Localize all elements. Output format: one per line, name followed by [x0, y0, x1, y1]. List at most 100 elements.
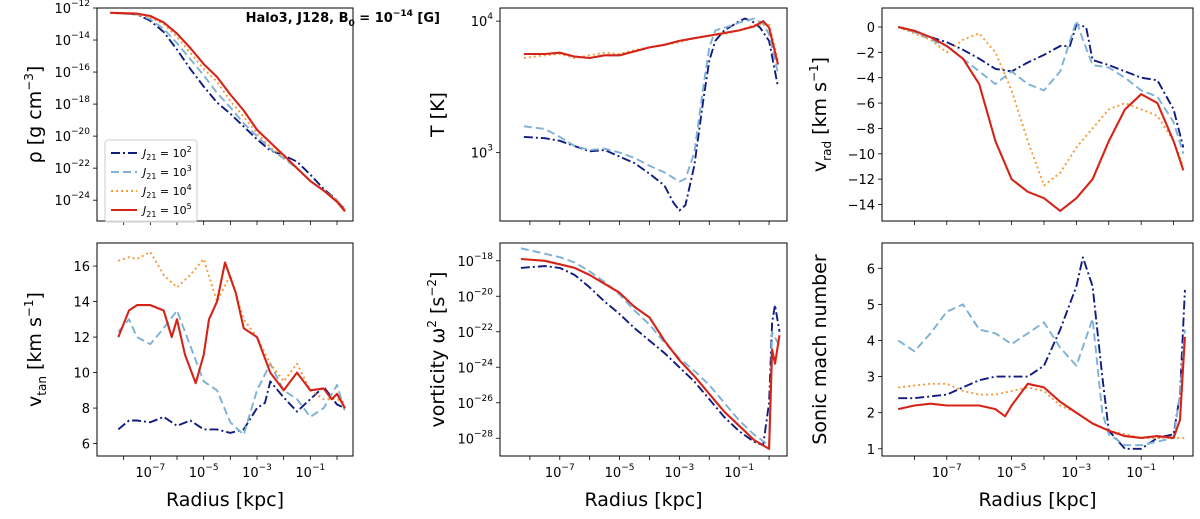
- y-tick-label: 104: [471, 12, 494, 30]
- x-tick-label: 10−3: [1061, 463, 1091, 481]
- x-tick-label-base: 10: [242, 466, 259, 481]
- y-tick-label: −12: [848, 173, 875, 188]
- y-tick-label: 3: [867, 371, 875, 386]
- series-line-J1e5: [897, 25, 1185, 212]
- x-tick-label-exp: −5: [1013, 463, 1026, 473]
- y-tick-label: −4: [856, 72, 875, 87]
- series-line-J1e2: [117, 380, 346, 434]
- x-tick-label-exp: −3: [259, 463, 272, 473]
- series-line-J1e2: [110, 11, 346, 211]
- x-tick-label-base: 10: [932, 466, 949, 481]
- y-tick-label-base: 10: [471, 15, 488, 30]
- y-label-end2: ]: [24, 292, 46, 299]
- y-tick-label: −6: [856, 97, 875, 112]
- y-label-sub: tan: [35, 376, 49, 396]
- y-tick-label: 4: [867, 334, 875, 349]
- x-tick-label-base: 10: [1126, 466, 1143, 481]
- series-line-J1e3: [523, 17, 779, 183]
- series-line-J1e3: [117, 309, 346, 436]
- series-line-J1e3: [897, 19, 1185, 155]
- x-tick-label-exp: −7: [948, 463, 961, 473]
- y-tick-label: 8: [82, 402, 90, 417]
- x-tick-label-exp: −1: [312, 463, 325, 473]
- plot-frame: [881, 242, 1194, 457]
- y-axis-label: vorticity ω2 [s−2]: [425, 272, 449, 428]
- y-tick-label-base: 10: [471, 147, 488, 162]
- legend-label-J1e2: J21 = 102: [141, 145, 192, 162]
- y-tick-label: 14: [73, 296, 90, 311]
- y-tick-label: −14: [848, 199, 875, 214]
- legend-label-mid: = 10: [156, 166, 186, 179]
- y-tick-label: 10−22: [54, 159, 90, 177]
- x-tick-label: 10−3: [242, 463, 272, 481]
- y-label-main: vorticity ω: [427, 328, 449, 428]
- y-tick-label-exp: −18: [474, 252, 493, 262]
- series-line-J1e5: [523, 20, 780, 65]
- legend-label-sup: 5: [187, 202, 192, 211]
- y-tick-label: 10−18: [54, 95, 90, 113]
- y-tick-label: 10−24: [54, 191, 90, 209]
- x-tick-label-exp: −7: [152, 463, 165, 473]
- y-tick-label: 10−26: [457, 394, 493, 412]
- series-line-J1e5: [117, 261, 346, 409]
- x-tick-label-base: 10: [189, 466, 206, 481]
- x-tick-label: 10−5: [605, 463, 635, 481]
- panel-vorticity: 10−7 10−5 10−3 10−110−1810−2010−2210−2410−2…: [425, 242, 788, 511]
- y-tick-label: 5: [867, 298, 875, 313]
- x-tick-label-base: 10: [724, 466, 741, 481]
- legend-label-sup: 4: [187, 183, 192, 192]
- series-line-J1e3: [897, 303, 1186, 447]
- series-line-J1e4: [897, 26, 1185, 187]
- y-tick-label: 10−12: [54, 0, 90, 17]
- y-tick-label-base: 10: [457, 397, 474, 412]
- y-tick-label: 10−20: [54, 127, 90, 145]
- plot-frame: [499, 242, 788, 457]
- x-tick-label-exp: −1: [741, 463, 754, 473]
- y-tick-label-exp: −24: [474, 358, 493, 368]
- figure-title-mid: = 10: [355, 11, 393, 26]
- y-label-main: T [K]: [427, 92, 449, 138]
- y-tick-label-base: 10: [54, 2, 71, 17]
- legend-box: [104, 139, 198, 223]
- plot-frame: [96, 7, 354, 222]
- y-tick-label-exp: −18: [71, 95, 90, 105]
- y-label-end: ]: [24, 66, 46, 73]
- y-label-end: [km s: [809, 82, 831, 141]
- x-tick-label: 10−7: [545, 463, 575, 481]
- series-group: [897, 256, 1186, 450]
- y-tick-label-base: 10: [457, 290, 474, 305]
- legend-label-sup: 3: [187, 164, 192, 173]
- series-group: [897, 19, 1185, 212]
- x-tick-label: 10−1: [1126, 463, 1156, 481]
- x-tick-label-exp: −7: [561, 463, 574, 473]
- y-label-sub: rad: [820, 141, 834, 161]
- y-tick-label-exp: −20: [71, 127, 90, 137]
- y-tick-label: 0: [867, 21, 875, 36]
- series-group: [117, 250, 346, 436]
- x-tick-label-base: 10: [135, 466, 152, 481]
- x-axis-label: Radius [kpc]: [584, 489, 702, 511]
- x-tick-label-exp: −5: [621, 463, 634, 473]
- y-tick-label-base: 10: [457, 432, 474, 447]
- legend-label-J1e5: J21 = 105: [141, 202, 192, 219]
- x-tick-label: 10−5: [189, 463, 219, 481]
- legend-label-sub: 21: [146, 210, 156, 219]
- series-group: [110, 11, 346, 213]
- y-tick-label: 10−28: [457, 429, 493, 447]
- y-axis-label: ρ [g cm−3]: [22, 66, 46, 164]
- y-tick-label: −8: [856, 122, 875, 137]
- y-tick-label-exp: −16: [71, 63, 90, 73]
- y-tick-label-exp: −22: [71, 159, 90, 169]
- y-label-main: Sonic mach number: [809, 254, 831, 445]
- y-label-end2: ]: [427, 272, 449, 279]
- y-tick-label-base: 10: [457, 326, 474, 341]
- legend-label-sup: 2: [187, 145, 192, 154]
- y-tick-label-exp: −12: [71, 0, 90, 9]
- y-label-main: ρ [g cm: [24, 91, 46, 164]
- x-tick-label-base: 10: [1061, 466, 1078, 481]
- legend-label-mid: = 10: [156, 204, 186, 217]
- y-tick-label-exp: 3: [487, 144, 493, 154]
